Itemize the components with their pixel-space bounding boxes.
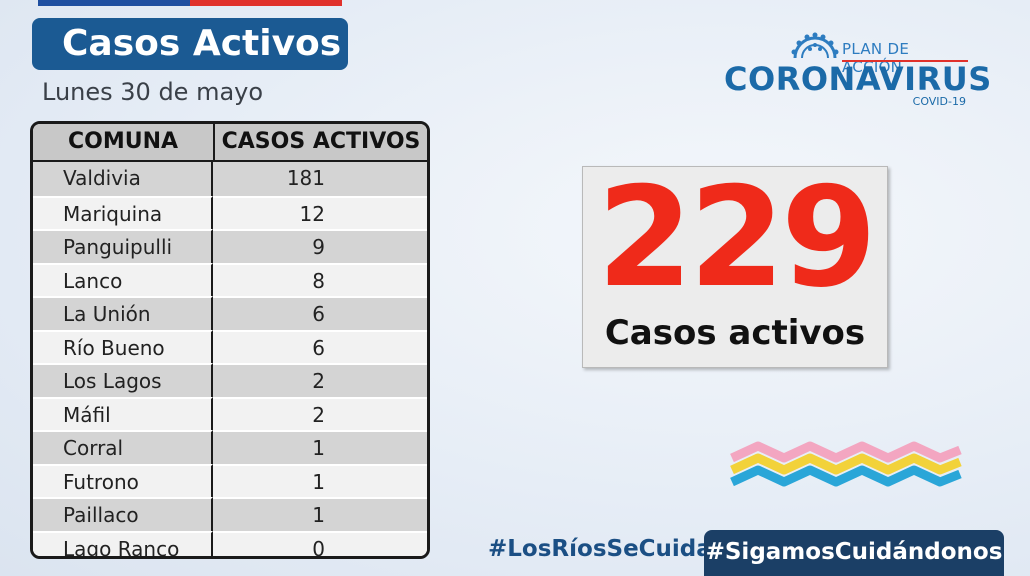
comuna-cell: Río Bueno <box>33 329 213 363</box>
table-row: Futrono 1 <box>33 463 427 497</box>
cases-table: COMUNA CASOS ACTIVOS Valdivia 181 Mariqui… <box>30 121 430 559</box>
table-row: Mariquina 12 <box>33 195 427 229</box>
table-row: Panguipulli 9 <box>33 229 427 263</box>
comuna-cell: Lago Ranco <box>33 530 213 556</box>
los-rios-wave-logo <box>730 441 962 487</box>
flag-red-segment <box>190 0 342 6</box>
table-row: La Unión 6 <box>33 296 427 330</box>
comuna-cell: Lanco <box>33 262 213 296</box>
total-cases-label: Casos activos <box>604 313 866 353</box>
table-row: Valdivia 181 <box>33 162 427 196</box>
report-date: Lunes 30 de mayo <box>42 78 264 106</box>
virus-icon <box>791 32 839 59</box>
flag-stripe <box>38 0 342 6</box>
table-row: Paillaco 1 <box>33 497 427 531</box>
table-row: Lanco 8 <box>33 262 427 296</box>
table-row: Corral 1 <box>33 430 427 464</box>
casos-cell: 2 <box>213 396 427 430</box>
comuna-cell: Mariquina <box>33 195 213 229</box>
plan-coronavirus-logo: PLAN DE ACCIÓN CORONAVIRUS COVID-19 <box>724 32 991 112</box>
casos-cell: 1 <box>213 430 427 464</box>
flag-blue-segment <box>38 0 190 6</box>
comuna-cell: Panguipulli <box>33 229 213 263</box>
table-row: Río Bueno 6 <box>33 329 427 363</box>
table-row: Lago Ranco 0 <box>33 530 427 556</box>
comuna-cell: La Unión <box>33 296 213 330</box>
casos-cell: 9 <box>213 229 427 263</box>
covid-label: COVID-19 <box>912 95 966 108</box>
page-title: Casos Activos <box>32 18 348 70</box>
total-cases-card: 229 Casos activos <box>582 157 888 368</box>
casos-cell: 1 <box>213 497 427 531</box>
total-cases-number: 229 <box>596 157 877 318</box>
column-header-casos: CASOS ACTIVOS <box>221 129 421 154</box>
casos-cell: 8 <box>213 262 427 296</box>
plan-underline <box>842 60 968 62</box>
casos-cell: 2 <box>213 363 427 397</box>
casos-cell: 181 <box>213 162 427 196</box>
table-body: Valdivia 181 Mariquina 12 Panguipulli 9 Lan… <box>33 162 427 556</box>
comuna-cell: Los Lagos <box>33 363 213 397</box>
hashtag-los-rios: #LosRíosSeCuida <box>488 536 712 562</box>
column-header-comuna: COMUNA <box>33 124 215 160</box>
casos-cell: 1 <box>213 463 427 497</box>
table-row: Los Lagos 2 <box>33 363 427 397</box>
table-header: COMUNA CASOS ACTIVOS <box>33 124 427 162</box>
plan-label: PLAN DE ACCIÓN <box>842 40 910 76</box>
casos-cell: 6 <box>213 329 427 363</box>
comuna-cell: Paillaco <box>33 497 213 531</box>
hashtag-sigamos: #SigamosCuidándonos <box>704 530 1004 576</box>
comuna-cell: Valdivia <box>33 162 213 196</box>
casos-cell: 6 <box>213 296 427 330</box>
casos-cell: 12 <box>213 195 427 229</box>
comuna-cell: Futrono <box>33 463 213 497</box>
casos-cell: 0 <box>213 530 427 556</box>
comuna-cell: Máfil <box>33 396 213 430</box>
table-row: Máfil 2 <box>33 396 427 430</box>
comuna-cell: Corral <box>33 430 213 464</box>
coronavirus-label: CORONAVIRUS <box>724 60 992 98</box>
